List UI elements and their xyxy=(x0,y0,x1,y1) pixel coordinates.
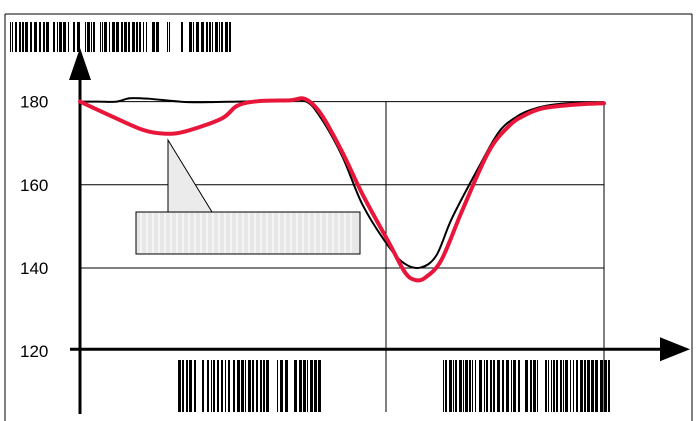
y-tick-label-0: 180 xyxy=(20,93,48,112)
y-axis-arrowhead xyxy=(69,48,91,80)
series-layer xyxy=(78,96,606,283)
y-tick-label-2: 140 xyxy=(20,259,48,278)
annotation-callout xyxy=(135,138,361,255)
barcode-bottom-2 xyxy=(443,360,610,412)
barcode-decorations xyxy=(10,22,610,412)
y-tick-label-3: 120 xyxy=(20,342,48,361)
barcode-bottom-1 xyxy=(178,360,321,412)
y-tick-label-1: 160 xyxy=(20,176,48,195)
y-tick-labels: 180 160 140 120 xyxy=(20,93,48,362)
callout-texture xyxy=(140,213,352,253)
axes xyxy=(69,48,690,414)
series-line-1 xyxy=(78,96,606,283)
callout-pointer xyxy=(167,138,213,213)
x-axis-arrowhead xyxy=(660,337,690,362)
series-line-0 xyxy=(79,97,605,270)
grid xyxy=(80,101,605,412)
barcode-top-left xyxy=(10,22,231,52)
